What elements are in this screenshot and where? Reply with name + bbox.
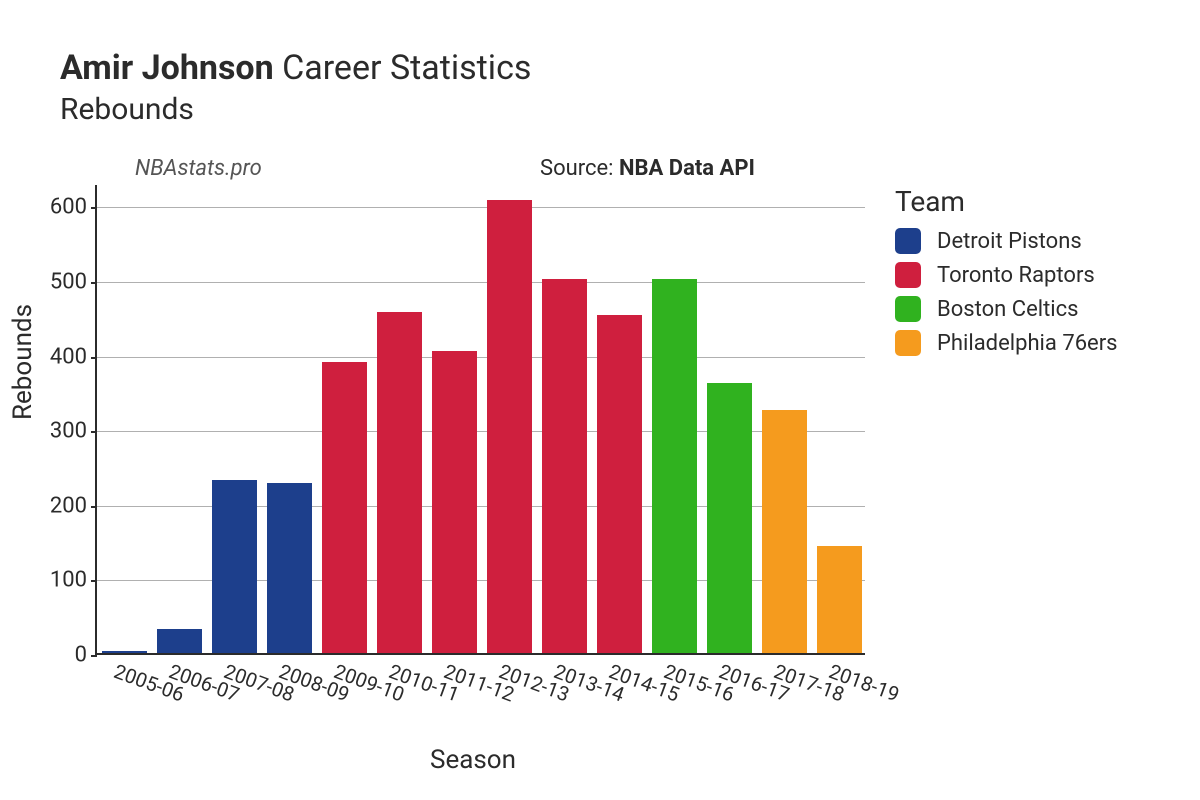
legend-swatch bbox=[895, 228, 921, 254]
bar bbox=[817, 546, 862, 653]
source-attribution: Source: NBA Data API bbox=[540, 156, 755, 181]
legend-swatch bbox=[895, 330, 921, 356]
y-tick-label: 500 bbox=[50, 269, 97, 294]
legend: Team Detroit Pistons Toronto Raptors Bosto… bbox=[895, 185, 1118, 364]
y-tick-label: 300 bbox=[50, 419, 97, 444]
bar bbox=[267, 483, 312, 653]
chart-title: Amir Johnson Career Statistics Rebounds bbox=[60, 48, 531, 127]
legend-label: Toronto Raptors bbox=[937, 263, 1095, 288]
bar bbox=[652, 279, 697, 653]
bar bbox=[597, 315, 642, 653]
title-suffix: Career Statistics bbox=[282, 48, 531, 88]
grid-line bbox=[97, 357, 865, 358]
legend-label: Philadelphia 76ers bbox=[937, 331, 1118, 356]
y-tick-label: 0 bbox=[75, 643, 97, 668]
bar bbox=[487, 200, 532, 653]
legend-item: Detroit Pistons bbox=[895, 228, 1118, 254]
legend-label: Detroit Pistons bbox=[937, 229, 1082, 254]
plot-area: 01002003004005006002005-062006-072007-08… bbox=[95, 185, 865, 655]
bar bbox=[432, 351, 477, 653]
y-tick-label: 200 bbox=[50, 493, 97, 518]
x-axis-label: Season bbox=[430, 745, 516, 775]
bar bbox=[102, 651, 147, 653]
stat-name: Rebounds bbox=[60, 92, 531, 127]
bar bbox=[762, 410, 807, 653]
grid-line bbox=[97, 207, 865, 208]
player-name: Amir Johnson bbox=[60, 48, 274, 88]
grid-line bbox=[97, 282, 865, 283]
legend-item: Philadelphia 76ers bbox=[895, 330, 1118, 356]
bar bbox=[157, 629, 202, 653]
bar bbox=[707, 383, 752, 653]
legend-label: Boston Celtics bbox=[937, 297, 1079, 322]
y-tick-label: 100 bbox=[50, 568, 97, 593]
bar bbox=[322, 362, 367, 653]
legend-swatch bbox=[895, 296, 921, 322]
bar bbox=[212, 480, 257, 653]
bar bbox=[377, 312, 422, 653]
legend-swatch bbox=[895, 262, 921, 288]
y-axis-label: Rebounds bbox=[8, 304, 38, 420]
legend-item: Toronto Raptors bbox=[895, 262, 1118, 288]
y-tick-label: 400 bbox=[50, 344, 97, 369]
y-tick-label: 600 bbox=[50, 195, 97, 220]
bar bbox=[542, 279, 587, 653]
legend-item: Boston Celtics bbox=[895, 296, 1118, 322]
legend-title: Team bbox=[895, 185, 1118, 218]
site-attribution: NBAstats.pro bbox=[135, 156, 262, 181]
